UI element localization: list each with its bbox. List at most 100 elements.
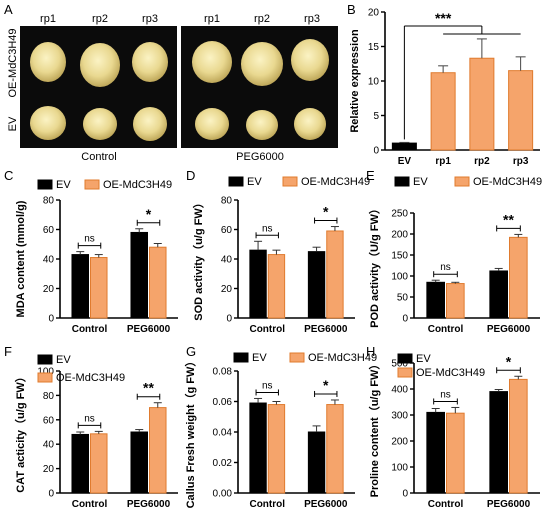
legend-label: EV	[56, 179, 71, 191]
y-tick-label: 5	[373, 111, 379, 122]
legend-swatch	[37, 372, 53, 383]
y-tick-label: 60	[43, 225, 55, 236]
y-tick-label: 80	[43, 196, 55, 207]
bar	[267, 254, 286, 319]
photo-col-label: rp1	[204, 13, 220, 25]
bar	[249, 249, 267, 319]
y-tick-label: 80	[43, 391, 55, 402]
bar	[469, 57, 495, 151]
bar	[71, 254, 90, 319]
legend-label: EV	[56, 354, 71, 366]
legend-label: OE-MdC3H49	[308, 352, 377, 364]
y-tick-label: 0.00	[213, 489, 233, 500]
legend-swatch	[282, 176, 298, 187]
x-tick-label: PEG6000	[127, 324, 171, 335]
y-tick-label: 60	[221, 225, 233, 236]
y-tick-label: 0	[402, 489, 408, 500]
y-tick-label: 50	[397, 293, 409, 304]
callus-image	[241, 42, 283, 86]
significance-label: *	[146, 206, 152, 222]
x-tick-label: PEG6000	[304, 324, 348, 335]
y-tick-label: 0.02	[213, 458, 233, 469]
photo-col-label: rp3	[142, 13, 158, 25]
y-tick-label: 60	[43, 415, 55, 426]
chart-e: 0 50 100 150 200 250 POD activity（U/g FW） Contr…	[368, 176, 542, 335]
panel-a: A rp1 rp2 rp3 rp1 rp2 rp3 OE-MdC3H49 EV …	[4, 2, 338, 163]
y-tick-label: 40	[43, 255, 55, 266]
callus-image	[195, 108, 229, 140]
y-tick-label: 40	[221, 255, 233, 266]
bar	[489, 270, 508, 319]
legend-label: OE-MdC3H49	[56, 372, 125, 384]
y-tick-label: 300	[391, 411, 408, 422]
x-tick-label: PEG6000	[487, 324, 531, 335]
x-tick-label: Control	[428, 324, 464, 335]
legend-label: OE-MdC3H49	[416, 367, 485, 379]
callus-image	[132, 42, 168, 82]
significance-label: **	[503, 211, 514, 227]
chart-b: 0 5 10 15 20 Relative expression EV rp1 rp2 rp3 **…	[349, 8, 540, 167]
photo-group-label-peg6000: PEG6000	[236, 151, 284, 163]
y-tick-label: 20	[221, 284, 233, 295]
significance-label: *	[323, 204, 329, 220]
y-axis-title: Proline content（u/g FW）	[368, 359, 381, 498]
panel-h: H 0 100 200 300 400 500 Proline content（u/g FW…	[366, 344, 540, 510]
photo-col-label: rp2	[92, 13, 108, 25]
y-axis-title: SOD activity（u/g FW）	[192, 197, 205, 320]
bar	[446, 283, 465, 319]
y-tick-label: 0.04	[213, 428, 233, 439]
bar	[149, 407, 167, 494]
y-tick-label: 20	[368, 8, 380, 19]
photo-col-label: rp1	[40, 13, 56, 25]
y-tick-label: 0	[402, 314, 408, 325]
y-tick-label: 250	[391, 209, 408, 220]
chart-h: 0 100 200 300 400 500 Proline content（u/g FW） C…	[368, 353, 540, 510]
legend-swatch	[233, 352, 249, 363]
panel-letter-b: B	[347, 2, 356, 17]
legend-swatch	[37, 179, 53, 190]
bar	[149, 246, 167, 319]
significance-label: *	[506, 353, 512, 369]
legend-swatch	[397, 353, 413, 364]
x-tick-label: PEG6000	[304, 499, 348, 510]
x-tick-label: rp3	[513, 156, 529, 167]
bar	[307, 431, 326, 494]
panel-e: E 0 50 100 150 200 250 POD activity（U/g FW） Con…	[366, 168, 542, 335]
photo-group-label-control: Control	[81, 151, 116, 163]
significance-label: ns	[440, 389, 451, 400]
panel-c: C 0 20 40 60 80 MDA content (mmol/g) Control ns…	[4, 168, 178, 335]
panel-b: B 0 5 10 15 20 Relative expression EV rp1 rp2 rp3…	[347, 2, 540, 167]
significance-label: ns	[84, 234, 95, 245]
bar	[509, 378, 528, 494]
significance-label: ns	[84, 413, 95, 424]
bar	[90, 257, 108, 319]
significance-label: ns	[262, 380, 273, 391]
y-tick-label: 200	[391, 437, 408, 448]
x-tick-label: rp1	[435, 156, 451, 167]
legend-label: EV	[252, 352, 267, 364]
bar	[326, 404, 344, 494]
x-tick-label: Control	[249, 499, 285, 510]
y-tick-label: 100	[391, 272, 408, 283]
x-tick-label: EV	[398, 156, 412, 167]
bar	[446, 412, 465, 494]
callus-image	[30, 42, 66, 82]
y-tick-label: 0	[48, 314, 54, 325]
significance-label: ns	[262, 223, 273, 234]
x-tick-label: Control	[249, 324, 285, 335]
legend-swatch	[397, 367, 413, 378]
chart-d: 0 20 40 60 80 SOD activity（u/g FW） Control ns PE…	[192, 176, 370, 335]
bar	[426, 281, 445, 319]
y-axis-title: Relative expression	[349, 29, 361, 133]
panel-letter-c: C	[4, 168, 13, 183]
legend-swatch	[394, 176, 410, 187]
y-tick-label: 100	[391, 463, 408, 474]
photo-row-label-ev: EV	[7, 116, 19, 131]
x-tick-label: Control	[428, 499, 464, 510]
y-tick-label: 40	[43, 440, 55, 451]
y-tick-label: 0	[373, 146, 379, 157]
bar	[130, 431, 148, 494]
panel-g: G 0.00 0.02 0.04 0.06 0.08 Callus Fresh weigh…	[184, 344, 377, 510]
chart-c: 0 20 40 60 80 MDA content (mmol/g) Control ns PE…	[15, 179, 178, 335]
significance-label: *	[323, 377, 329, 393]
